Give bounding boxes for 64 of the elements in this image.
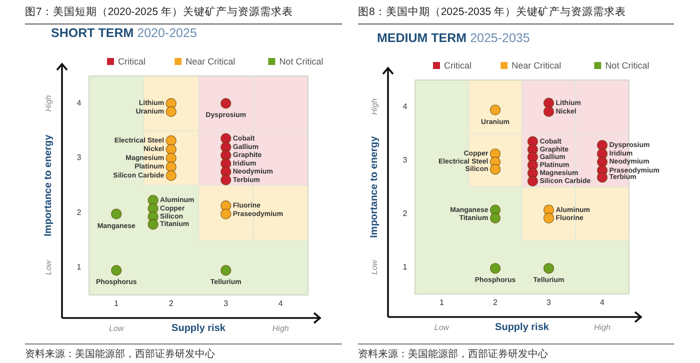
chart-subtitle: SHORT TERM 2020-2025: [51, 26, 197, 40]
x-tick-label: 3: [224, 299, 229, 308]
text: High: [272, 324, 290, 333]
point: [543, 98, 554, 108]
x-axis-title: Supply risk: [495, 322, 550, 333]
legend-label: Critical: [444, 60, 472, 70]
x-tick-label: 2: [493, 298, 498, 307]
y-tick-label: 3: [76, 153, 82, 162]
text: Low: [44, 259, 53, 275]
point: [166, 106, 176, 117]
x-tick-label: 1: [440, 298, 445, 307]
point: [220, 265, 232, 276]
y-tick-label: 1: [402, 262, 408, 272]
text: 资料来源：美国能源部，西部证券研发中心: [358, 348, 548, 360]
point: [166, 170, 176, 181]
x-tick-label: 1: [114, 299, 120, 308]
text: Low: [370, 258, 379, 275]
point: [220, 133, 232, 144]
y-tick-label: 3: [402, 155, 408, 164]
point: [166, 162, 176, 172]
point: [148, 219, 158, 230]
x-tick-label: 4: [278, 299, 284, 308]
legend-label: Near Critical: [186, 56, 236, 66]
point: [543, 262, 554, 274]
chart-subtitle: MEDIUM TERM 2025-2035: [377, 31, 530, 45]
point: [166, 135, 176, 146]
chart-title: 图8：美国中期（2025-2035 年）关键矿产与资源需求表: [358, 5, 626, 18]
point: [166, 152, 176, 164]
point: [111, 265, 122, 276]
point: [527, 176, 538, 186]
text: High: [594, 323, 612, 332]
text: High: [44, 94, 53, 112]
y-tick-label: 4: [402, 102, 408, 111]
point: [596, 172, 608, 183]
legend-label: Near Critical: [512, 60, 562, 70]
legend-label: Not Critical: [605, 60, 650, 70]
point: [220, 174, 232, 186]
text: 资料来源：美国能源部，西部证券研发中心: [25, 348, 215, 360]
point: [543, 212, 554, 224]
x-tick-label: 4: [600, 298, 606, 307]
x-tick-label: 2: [168, 299, 174, 308]
y-axis-title: Importance to energy: [369, 136, 380, 238]
y-tick-label: 2: [76, 208, 82, 217]
y-axis-title: Importance to energy: [43, 134, 54, 236]
point: [111, 208, 122, 220]
point: [490, 262, 501, 274]
text: Low: [109, 324, 125, 333]
point: [220, 208, 232, 220]
y-tick-label: 4: [76, 98, 82, 108]
x-tick-label: 3: [546, 298, 552, 307]
y-tick-label: 2: [402, 208, 408, 218]
point: [543, 106, 554, 117]
y-tick-label: 1: [76, 262, 82, 272]
x-axis-title: Supply risk: [172, 323, 226, 334]
text: Low: [434, 323, 450, 332]
point: [490, 164, 501, 175]
chart-title: 图7：美国短期（2020-2025 年）关键矿产与资源需求表: [25, 5, 293, 18]
legend-label: Not Critical: [279, 56, 324, 66]
point: [490, 212, 501, 224]
legend-label: Critical: [118, 56, 146, 66]
point: [220, 98, 232, 109]
text: High: [370, 98, 379, 115]
point: [166, 144, 176, 155]
point: [490, 104, 501, 116]
